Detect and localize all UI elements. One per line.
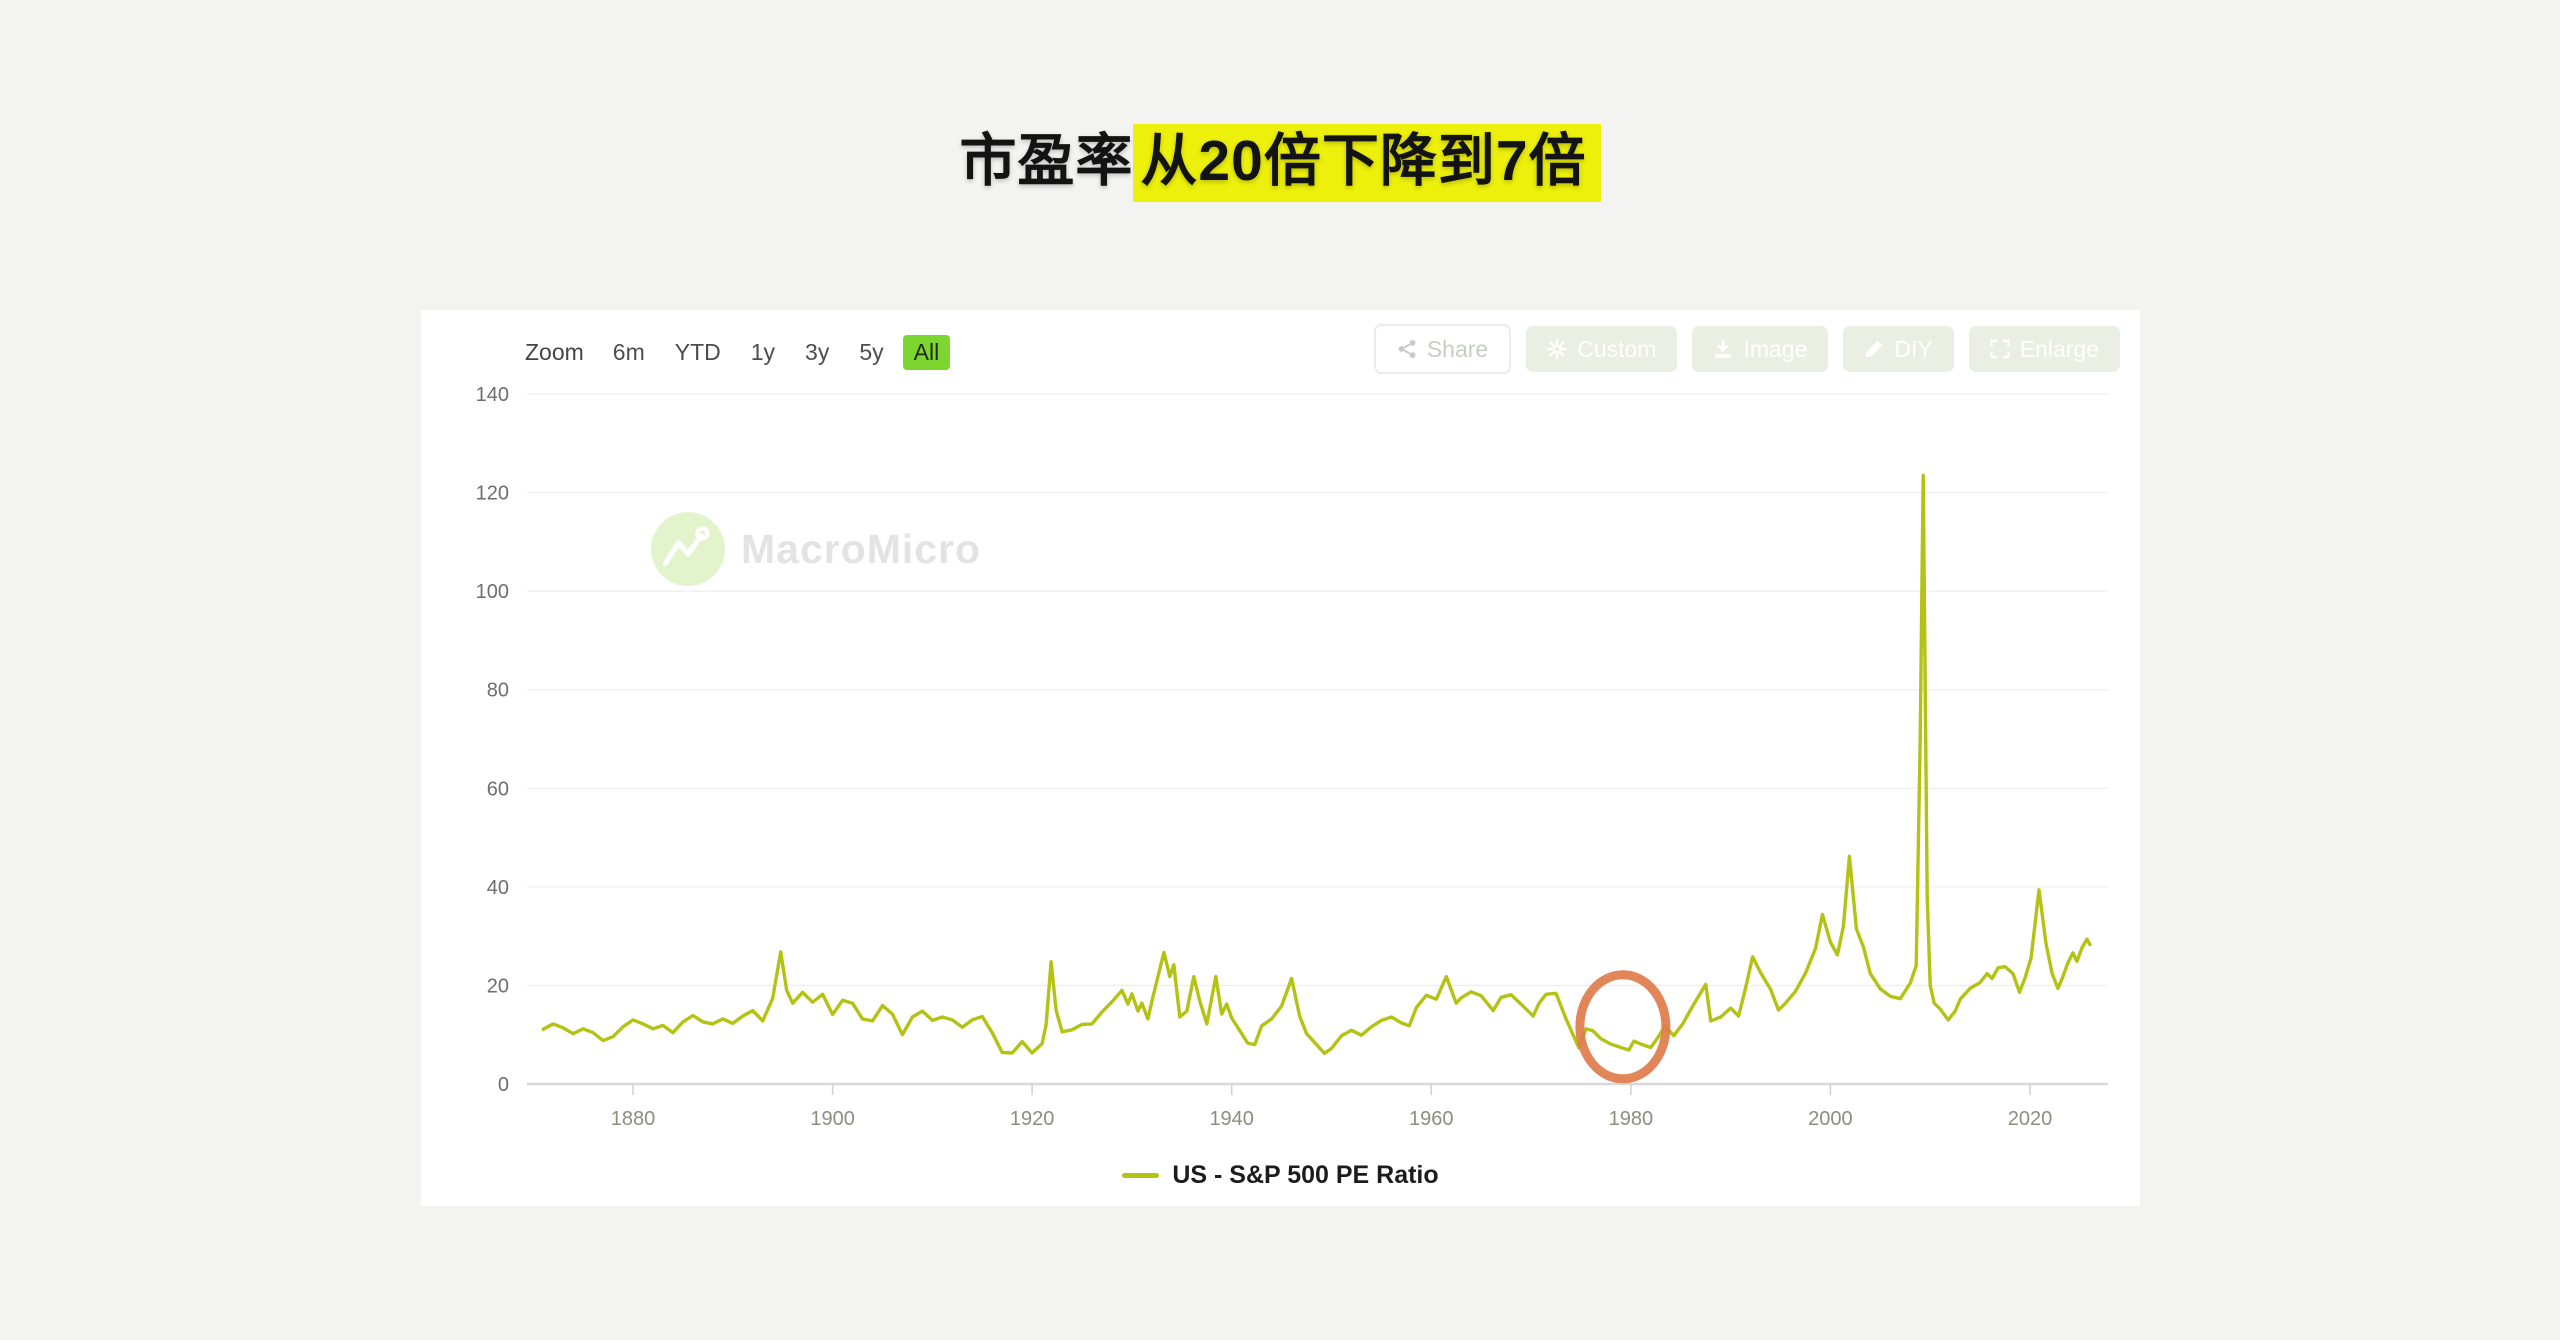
y-tick-label: 80: [487, 680, 509, 702]
share-button[interactable]: Share: [1373, 324, 1512, 374]
chart-card: Zoom 6m YTD 1y 3y 5y All Share: [421, 310, 2140, 1206]
y-tick-label: 40: [487, 877, 509, 899]
range-1y[interactable]: 1y: [750, 338, 776, 365]
range-all[interactable]: All: [902, 334, 951, 370]
pencil-icon: [1865, 340, 1883, 358]
enlarge-icon: [1990, 339, 2010, 359]
share-label: Share: [1426, 335, 1489, 362]
custom-button[interactable]: Custom: [1526, 326, 1678, 372]
image-label: Image: [1743, 335, 1808, 362]
y-tick-label: 120: [476, 483, 509, 505]
share-icon: [1398, 340, 1416, 358]
legend[interactable]: US - S&P 500 PE Ratio: [421, 1161, 2140, 1190]
y-axis-labels: 0 20 40 60 80 100 120 140: [476, 384, 509, 1096]
action-buttons: Share Custom: [1373, 324, 2120, 374]
x-tick-label: 2000: [1808, 1108, 1853, 1130]
range-ytd[interactable]: YTD: [674, 338, 721, 365]
range-5y[interactable]: 5y: [859, 338, 884, 365]
legend-label: US - S&P 500 PE Ratio: [1172, 1161, 1439, 1189]
x-tick-label: 1960: [1409, 1108, 1454, 1130]
y-tick-label: 100: [476, 581, 509, 603]
annotation-circle: [1575, 970, 1671, 1084]
pe-line-chart: 0 20 40 60 80 100 120 140 1880 1900 1920…: [476, 384, 2108, 1130]
y-tick-label: 0: [498, 1074, 509, 1096]
download-icon: [1715, 340, 1732, 358]
page-title: 市盈率 从20倍下降到7倍: [0, 124, 2560, 202]
legend-swatch: [1122, 1173, 1160, 1178]
zoom-bar: Zoom 6m YTD 1y 3y 5y All: [517, 332, 951, 372]
x-tick-label: 1980: [1609, 1108, 1654, 1130]
x-tick-label: 2020: [2008, 1108, 2053, 1130]
y-tick-label: 140: [476, 384, 509, 406]
x-tick-label: 1940: [1209, 1108, 1254, 1130]
zoom-label: Zoom: [525, 338, 584, 365]
x-tick-label: 1920: [1010, 1108, 1055, 1130]
y-tick-label: 20: [487, 975, 509, 997]
x-tick-label: 1880: [611, 1108, 656, 1130]
diy-button[interactable]: DIY: [1843, 326, 1954, 372]
pe-line: [541, 473, 2092, 1056]
image-button[interactable]: Image: [1692, 326, 1829, 372]
x-axis-labels: 1880 1900 1920 1940 1960 1980 2000 2020: [611, 1108, 2053, 1130]
custom-label: Custom: [1577, 335, 1657, 362]
range-3y[interactable]: 3y: [805, 338, 830, 365]
range-6m[interactable]: 6m: [612, 338, 645, 365]
x-tick-label: 1900: [810, 1108, 855, 1130]
x-axis-ticks: [632, 1084, 2031, 1095]
enlarge-label: Enlarge: [2019, 335, 2099, 362]
y-tick-label: 60: [487, 778, 509, 800]
title-highlight: 从20倍下降到7倍: [1133, 124, 1601, 202]
enlarge-button[interactable]: Enlarge: [1968, 326, 2120, 372]
gridlines: [527, 393, 2108, 986]
gear-icon: [1547, 339, 1568, 359]
title-prefix: 市盈率: [959, 129, 1134, 193]
diy-label: DIY: [1894, 335, 1933, 362]
